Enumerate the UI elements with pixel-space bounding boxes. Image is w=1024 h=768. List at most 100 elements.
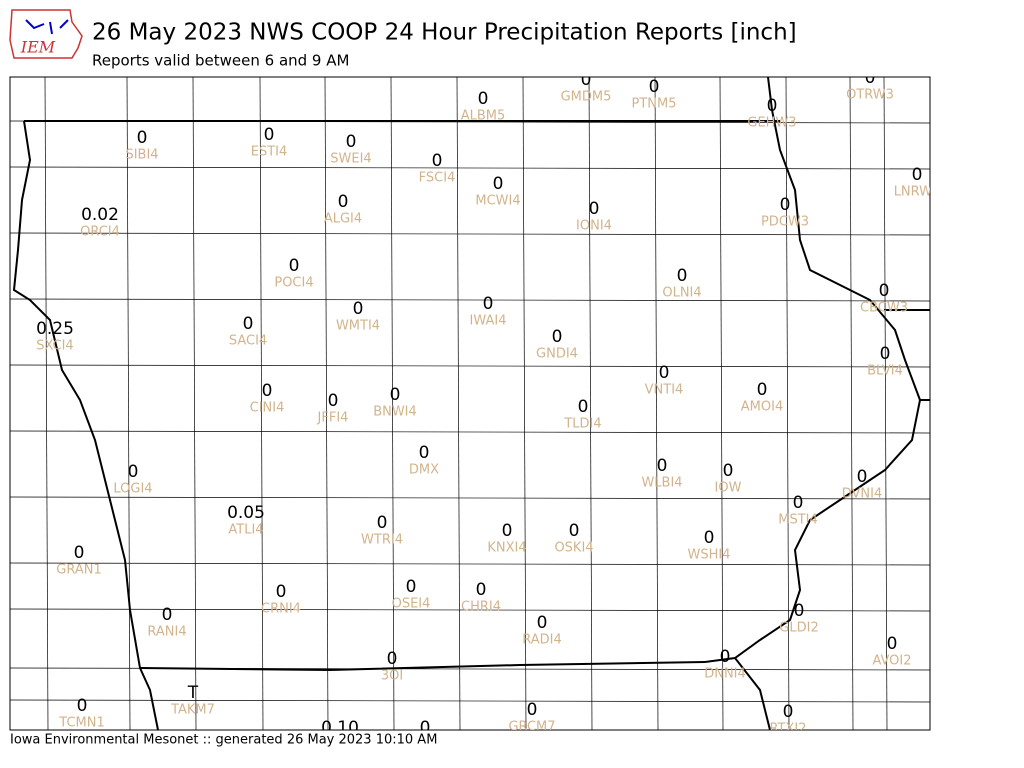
station-value: 0 <box>162 605 173 625</box>
county-line <box>10 562 930 566</box>
station-value: 0 <box>865 68 876 88</box>
station-id: GNDI4 <box>536 347 578 362</box>
station-value: 0 <box>794 601 805 621</box>
county-line <box>192 77 197 730</box>
station-value: 0 <box>589 199 600 219</box>
county-line <box>883 77 888 730</box>
station-value: 0 <box>476 580 487 600</box>
station-value: 0 <box>780 195 791 215</box>
station-id: LOGI4 <box>113 482 152 497</box>
station-value: 0 <box>649 77 660 97</box>
station-value: 0 <box>502 521 513 541</box>
station-id: WLBI4 <box>641 476 682 491</box>
station-id: FSCI4 <box>419 171 456 186</box>
station-value: 0 <box>74 543 85 563</box>
station-id: OSEI4 <box>392 597 431 612</box>
station-id: OLNI4 <box>662 286 701 301</box>
station-value: 0 <box>527 700 538 720</box>
county-line <box>456 77 461 730</box>
state-borders <box>12 77 930 730</box>
station-value: 0 <box>581 70 592 90</box>
subtitle: Reports valid between 6 and 9 AM <box>92 52 349 70</box>
station-value: 0 <box>406 577 417 597</box>
county-line <box>324 77 329 730</box>
station-id: ALBM5 <box>461 109 506 124</box>
county-line <box>522 77 527 730</box>
county-line <box>10 166 930 170</box>
station-value: 0 <box>659 363 670 383</box>
station-value: 0 <box>493 174 504 194</box>
county-line <box>10 608 930 612</box>
station-value: 0 <box>757 380 768 400</box>
logo-text: IEM <box>20 38 56 57</box>
station-value: 0.25 <box>36 319 74 339</box>
county-line <box>10 364 930 368</box>
station-id: BLVI4 <box>867 364 903 379</box>
station-value: 0 <box>289 256 300 276</box>
station-id: MCWI4 <box>475 194 520 209</box>
station-value: 0 <box>537 613 548 633</box>
station-value: T <box>187 683 199 703</box>
station-value: 0 <box>879 281 890 301</box>
station-id: RTXI2 <box>769 722 806 737</box>
station-id: 3OI <box>381 669 403 684</box>
county-line <box>259 77 264 730</box>
county-line <box>10 232 930 236</box>
station-id: GLDI2 <box>779 621 818 636</box>
station-value: 0 <box>657 456 668 476</box>
station-value: 0 <box>420 718 431 738</box>
station-value: 0 <box>767 96 778 116</box>
station-value: 0 <box>880 344 891 364</box>
station-id: GRCM7 <box>508 720 555 735</box>
station-value: 0 <box>262 381 273 401</box>
station-value: 0 <box>887 634 898 654</box>
county-line <box>719 77 724 730</box>
map-frame <box>9 76 931 731</box>
station-id: PTNM5 <box>632 97 677 112</box>
station-value: 0 <box>552 327 563 347</box>
station-value: 0 <box>704 528 715 548</box>
station-value: 0 <box>793 493 804 513</box>
station-id: AMOI4 <box>741 400 783 415</box>
county-line <box>10 298 930 302</box>
station-id: ESTI4 <box>251 145 288 160</box>
station-value: 0 <box>346 132 357 152</box>
station-value: 0 <box>483 294 494 314</box>
station-value: 0 <box>419 443 430 463</box>
station-id: BNWI4 <box>373 405 417 420</box>
station-value: 0 <box>390 385 401 405</box>
station-value: 0 <box>77 696 88 716</box>
station-value: 0 <box>276 582 287 602</box>
station-id: GEHW3 <box>747 116 796 131</box>
map-area <box>10 77 930 730</box>
station-value: 0 <box>264 125 275 145</box>
station-id: ORCI4 <box>80 225 120 240</box>
county-lines <box>10 77 930 730</box>
station-value: 0 <box>720 647 731 667</box>
station-value: 0 <box>723 461 734 481</box>
station-id: DNNI4 <box>704 667 746 682</box>
station-value: 0.02 <box>81 205 119 225</box>
station-id: GRAN1 <box>56 563 101 578</box>
station-id: TCMN1 <box>58 716 104 731</box>
station-id: JFFI4 <box>317 411 349 426</box>
station-value: 0 <box>578 397 589 417</box>
station-id: DVNI4 <box>842 487 883 502</box>
station-id: CHRI4 <box>461 600 501 615</box>
logo: IEM <box>9 9 83 59</box>
station-id: AVOI2 <box>872 654 911 669</box>
station-id: POCI4 <box>274 276 313 291</box>
county-line <box>44 77 49 730</box>
station-id: IONI4 <box>576 219 612 234</box>
station-id: GMDM5 <box>561 90 612 105</box>
station-value: 0 <box>912 165 923 185</box>
station-id: VNTI4 <box>645 383 684 398</box>
station-id: OSKI4 <box>554 541 593 556</box>
station-id: ATLI4 <box>228 523 263 538</box>
station-id: IWAI4 <box>470 314 507 329</box>
county-line <box>849 77 854 730</box>
station-id: WMTI4 <box>336 319 380 334</box>
county-line <box>10 699 930 703</box>
